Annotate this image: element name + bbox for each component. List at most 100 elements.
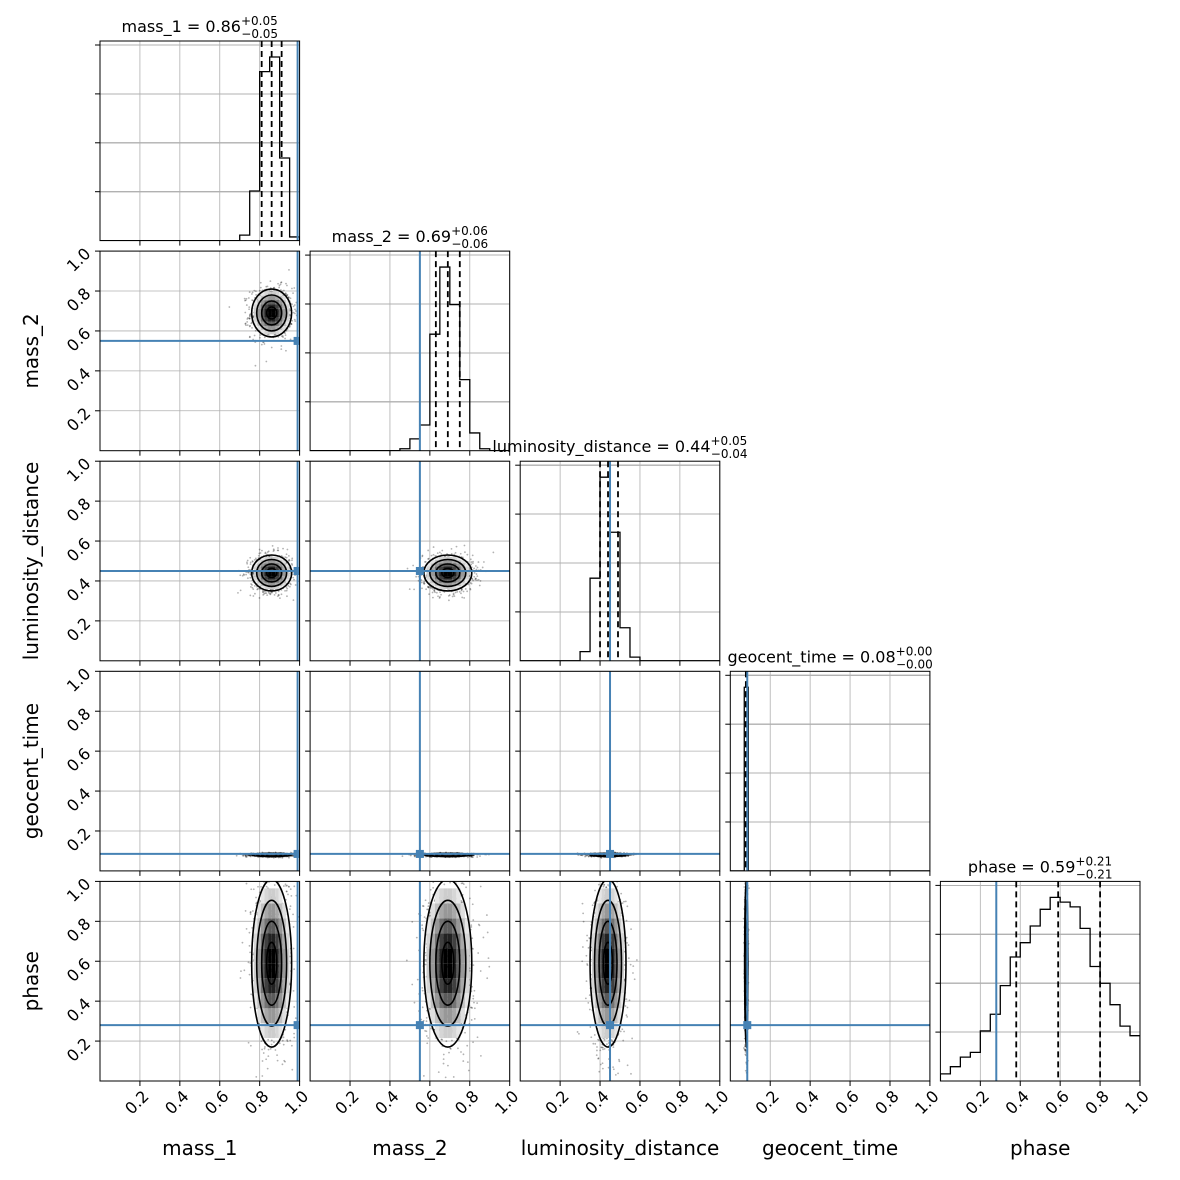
sample-point (288, 268, 290, 271)
sample-point (247, 566, 250, 569)
sample-point (294, 308, 296, 311)
sample-point (448, 599, 450, 602)
sample-point (264, 551, 267, 554)
sample-point (432, 546, 435, 548)
sample-point (252, 571, 255, 574)
y-tick-label: 0.8 (63, 284, 94, 315)
grid (310, 670, 511, 871)
sample-point (292, 311, 295, 314)
y-tick-label: 0.2 (63, 824, 94, 855)
density-cell (452, 556, 457, 561)
sample-point (247, 297, 250, 299)
density-cell (452, 576, 457, 580)
density-cell (268, 572, 272, 577)
sample-point (440, 553, 443, 555)
sample-point (289, 338, 292, 341)
panel-content (100, 671, 300, 871)
title-minus: −0.05 (241, 27, 278, 41)
density-cell (264, 566, 269, 570)
sample-point (285, 586, 288, 589)
sample-point (285, 553, 288, 556)
sample-point (263, 590, 266, 593)
sample-point (424, 561, 426, 563)
contour-level-3 (429, 558, 467, 588)
sample-point (422, 581, 425, 584)
density-cell (260, 330, 265, 335)
sample-point (284, 334, 287, 336)
sample-point (293, 578, 295, 581)
sample-point (414, 854, 417, 857)
density-cell (271, 321, 276, 326)
sample-point (282, 289, 285, 292)
sample-point (481, 566, 484, 569)
sample-point (266, 285, 269, 288)
sample-point (277, 549, 280, 552)
sample-point (291, 319, 294, 322)
sample-point (252, 573, 255, 576)
density-cell (456, 579, 461, 583)
sample-point (276, 595, 279, 598)
sample-point (286, 294, 289, 296)
density-cell (268, 295, 272, 301)
sample-point (470, 563, 473, 566)
density-cell (430, 572, 435, 577)
sample-point (423, 582, 426, 585)
density-cell (271, 312, 276, 318)
sample-point (284, 292, 287, 295)
sample-point (471, 554, 474, 557)
sample-point (266, 594, 269, 597)
sample-point (249, 585, 252, 588)
sample-point (246, 321, 249, 323)
sample-point (249, 556, 252, 559)
sample-point (282, 547, 284, 550)
x-ticks (305, 460, 511, 666)
density-cell (285, 321, 290, 326)
density-cell (460, 572, 465, 577)
density-cell (268, 325, 272, 331)
density-cell (282, 295, 286, 301)
sample-point (278, 284, 281, 287)
density-cell (264, 582, 269, 586)
sample-point (461, 588, 463, 591)
density-cell (271, 585, 276, 590)
sample-point (301, 573, 303, 575)
density-cell (285, 317, 290, 322)
density-cell (271, 291, 276, 296)
density-cell (264, 556, 269, 561)
sample-point (300, 326, 302, 328)
sample-point (249, 854, 252, 857)
sample-point (272, 856, 275, 859)
sample-point (291, 559, 293, 562)
panel-title-mass_1: mass_1 = 0.86+0.05 −0.05 (122, 14, 279, 41)
sample-point (260, 343, 263, 346)
sample-point (428, 593, 430, 596)
sample-point (427, 586, 430, 589)
density-cell (278, 312, 283, 318)
sample-point (254, 290, 257, 293)
y-tick-label: 0.6 (63, 744, 94, 775)
sample-point (248, 336, 251, 339)
sample-point (277, 593, 280, 596)
sample-point (251, 299, 254, 302)
sample-point (291, 557, 294, 560)
density-cell (447, 556, 453, 561)
density-cell (271, 579, 276, 583)
sample-point (289, 582, 292, 585)
density-cell (268, 308, 272, 313)
sample-point (462, 590, 465, 593)
sample-point (245, 856, 248, 858)
sample-point (406, 567, 409, 570)
density-cell (434, 556, 440, 561)
sample-point (437, 595, 439, 598)
density-cell (271, 330, 276, 335)
panel-frame (519, 460, 721, 662)
density-cell (260, 572, 265, 577)
sample-point (432, 553, 435, 556)
sample-point (268, 592, 271, 595)
sample-point (249, 573, 252, 576)
sample-point (246, 324, 249, 327)
sample-point (427, 557, 430, 560)
density-cell (464, 566, 470, 570)
sample-point (228, 306, 231, 308)
